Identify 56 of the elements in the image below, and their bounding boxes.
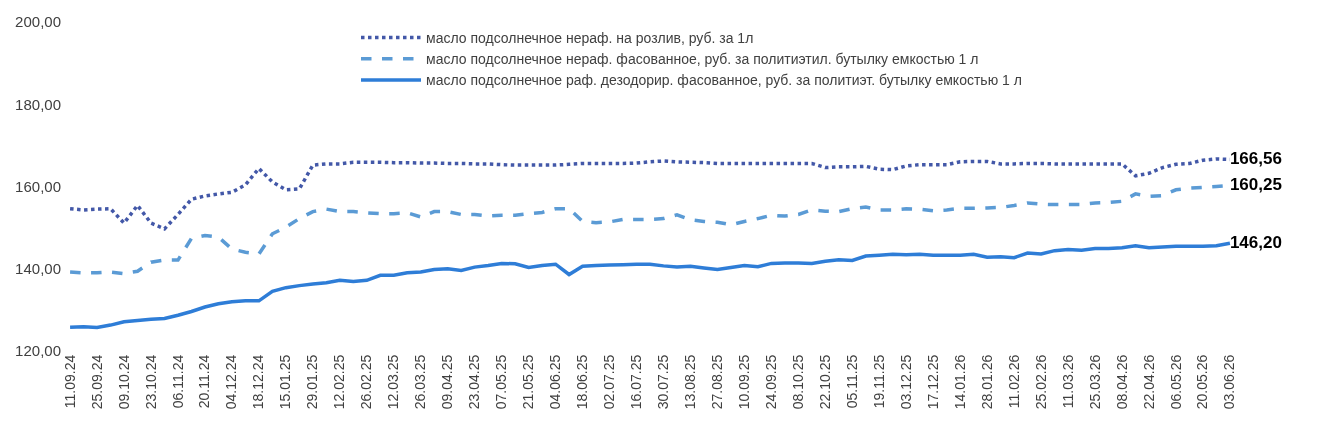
x-tick-label: 08.04.26 — [1113, 354, 1130, 410]
x-tick-label: 16.07.25 — [628, 354, 645, 410]
x-tick-label: 03.06.26 — [1221, 354, 1238, 410]
x-tick-label: 20.05.26 — [1194, 354, 1211, 410]
x-tick-label: 05.11.25 — [843, 354, 860, 409]
x-tick-label: 03.12.25 — [897, 354, 914, 410]
x-tick-label: 09.04.25 — [439, 354, 456, 410]
x-tick-label: 11.03.26 — [1059, 354, 1076, 409]
x-tick-label: 25.03.26 — [1086, 354, 1103, 410]
x-tick-label: 22.10.25 — [816, 354, 833, 410]
x-tick-label: 02.07.25 — [601, 354, 618, 410]
x-tick-label: 17.12.25 — [924, 354, 941, 410]
x-tick-label: 20.11.24 — [196, 354, 213, 409]
x-tick-label: 06.05.26 — [1167, 354, 1184, 410]
line-series — [68, 241, 1232, 330]
x-tick-label: 08.10.25 — [789, 354, 806, 410]
x-tick-label: 23.10.24 — [142, 354, 159, 410]
x-tick-label: 14.01.26 — [951, 354, 968, 410]
x-tick-label: 18.12.24 — [250, 354, 267, 410]
x-tick-label: 24.09.25 — [762, 354, 779, 410]
y-tick-label: 120,00 — [15, 342, 61, 360]
x-tick-label: 07.05.25 — [493, 354, 510, 410]
y-tick-label: 160,00 — [15, 177, 61, 195]
x-tick-label: 18.06.25 — [574, 354, 591, 410]
y-tick-label: 180,00 — [15, 95, 61, 113]
x-tick-label: 10.09.25 — [735, 354, 752, 410]
x-tick-label: 25.02.26 — [1032, 354, 1049, 410]
y-tick-label: 140,00 — [15, 260, 61, 277]
y-tick-label: 200,00 — [15, 13, 61, 31]
x-tick-label: 26.03.25 — [412, 354, 429, 410]
x-tick-label: 06.11.24 — [169, 354, 186, 409]
x-tick-label: 25.09.24 — [88, 354, 105, 410]
x-tick-label: 27.08.25 — [708, 354, 725, 410]
x-tick-label: 09.10.24 — [115, 354, 132, 410]
legend-label: масло подсолнечное раф. дезодорир. фасованное, руб. за политиэт. бутылку емкостью 1 л — [426, 72, 1022, 89]
data-label: 146,20 — [1229, 232, 1282, 252]
x-tick-label: 22.04.26 — [1140, 354, 1157, 410]
x-tick-label: 11.02.26 — [1005, 354, 1022, 409]
x-tick-label: 29.01.25 — [304, 354, 321, 410]
data-label: 160,25 — [1229, 174, 1282, 194]
legend-label: масло подсолнечное нераф. на розлив, руб. за 1л — [426, 30, 754, 47]
x-tick-label: 21.05.25 — [520, 354, 537, 410]
x-tick-label: 23.04.25 — [466, 354, 483, 410]
x-tick-label: 30.07.25 — [655, 354, 672, 410]
legend-label: масло подсолнечное нераф. фасованное, руб. за политиэтил. бутылку емкостью 1 л — [426, 51, 979, 68]
x-tick-label: 12.03.25 — [385, 354, 402, 410]
x-tick-label: 04.06.25 — [547, 354, 564, 410]
x-tick-label: 26.02.25 — [358, 354, 375, 410]
x-tick-label: 12.02.25 — [331, 354, 348, 410]
x-tick-label: 15.01.25 — [277, 354, 294, 410]
x-tick-label: 11.09.24 — [61, 354, 78, 409]
x-tick-label: 13.08.25 — [682, 354, 699, 410]
x-tick-label: 04.12.24 — [223, 354, 240, 410]
x-tick-label: 19.11.25 — [870, 354, 887, 409]
x-tick-label: 28.01.26 — [978, 354, 995, 410]
data-label: 166,56 — [1229, 148, 1282, 168]
